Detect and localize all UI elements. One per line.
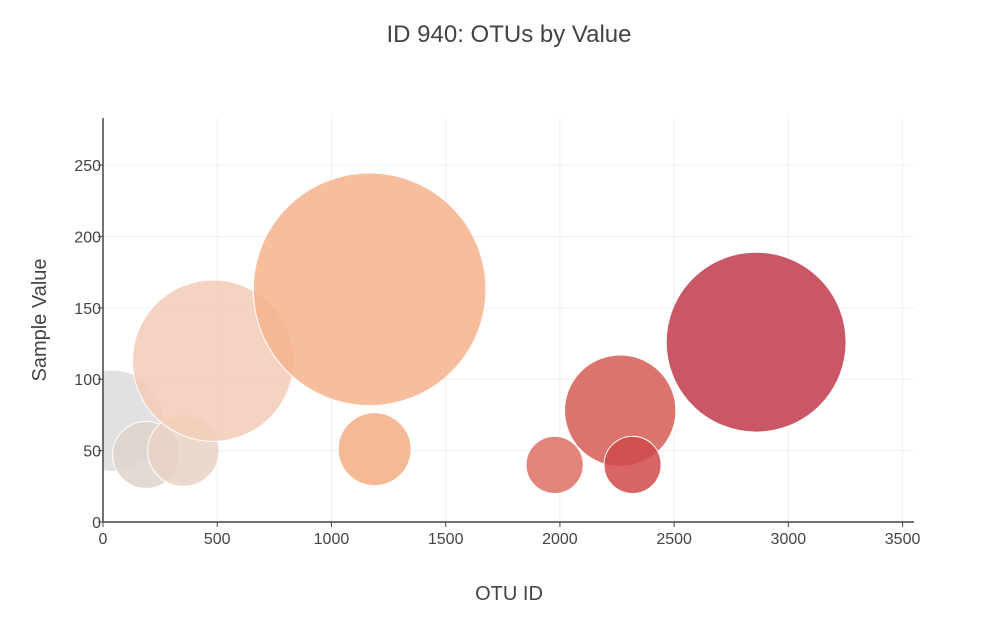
y-tick-label: 100 — [74, 372, 101, 389]
y-tick-label: 250 — [74, 158, 101, 175]
bubble-point[interactable] — [337, 412, 412, 487]
y-tick-label: 0 — [92, 515, 101, 532]
y-tick-label: 50 — [83, 444, 101, 461]
x-tick-label: 1500 — [428, 531, 464, 548]
x-tick-label: 500 — [204, 531, 231, 548]
x-tick-label: 1000 — [314, 531, 350, 548]
bubbles — [103, 172, 847, 494]
y-tick-label: 150 — [74, 301, 101, 318]
bubble-point[interactable] — [603, 435, 662, 494]
x-axis-ticks: 0 500 1000 1500 2000 2500 3000 3500 — [99, 522, 921, 548]
x-tick-label: 3500 — [885, 531, 921, 548]
x-tick-label: 2500 — [656, 531, 692, 548]
bubble-point[interactable] — [665, 251, 847, 433]
y-axis-title: Sample Value — [29, 258, 51, 381]
x-tick-label: 3000 — [771, 531, 807, 548]
x-axis-title: OTU ID — [475, 583, 543, 605]
x-tick-label: 0 — [99, 531, 108, 548]
chart-title: ID 940: OTUs by Value — [387, 21, 632, 48]
y-tick-label: 200 — [74, 229, 101, 246]
bubble-point[interactable] — [252, 172, 487, 407]
x-tick-label: 2000 — [542, 531, 578, 548]
y-axis-ticks: 0 50 100 150 200 250 — [74, 158, 103, 532]
bubble-point[interactable] — [525, 435, 584, 494]
